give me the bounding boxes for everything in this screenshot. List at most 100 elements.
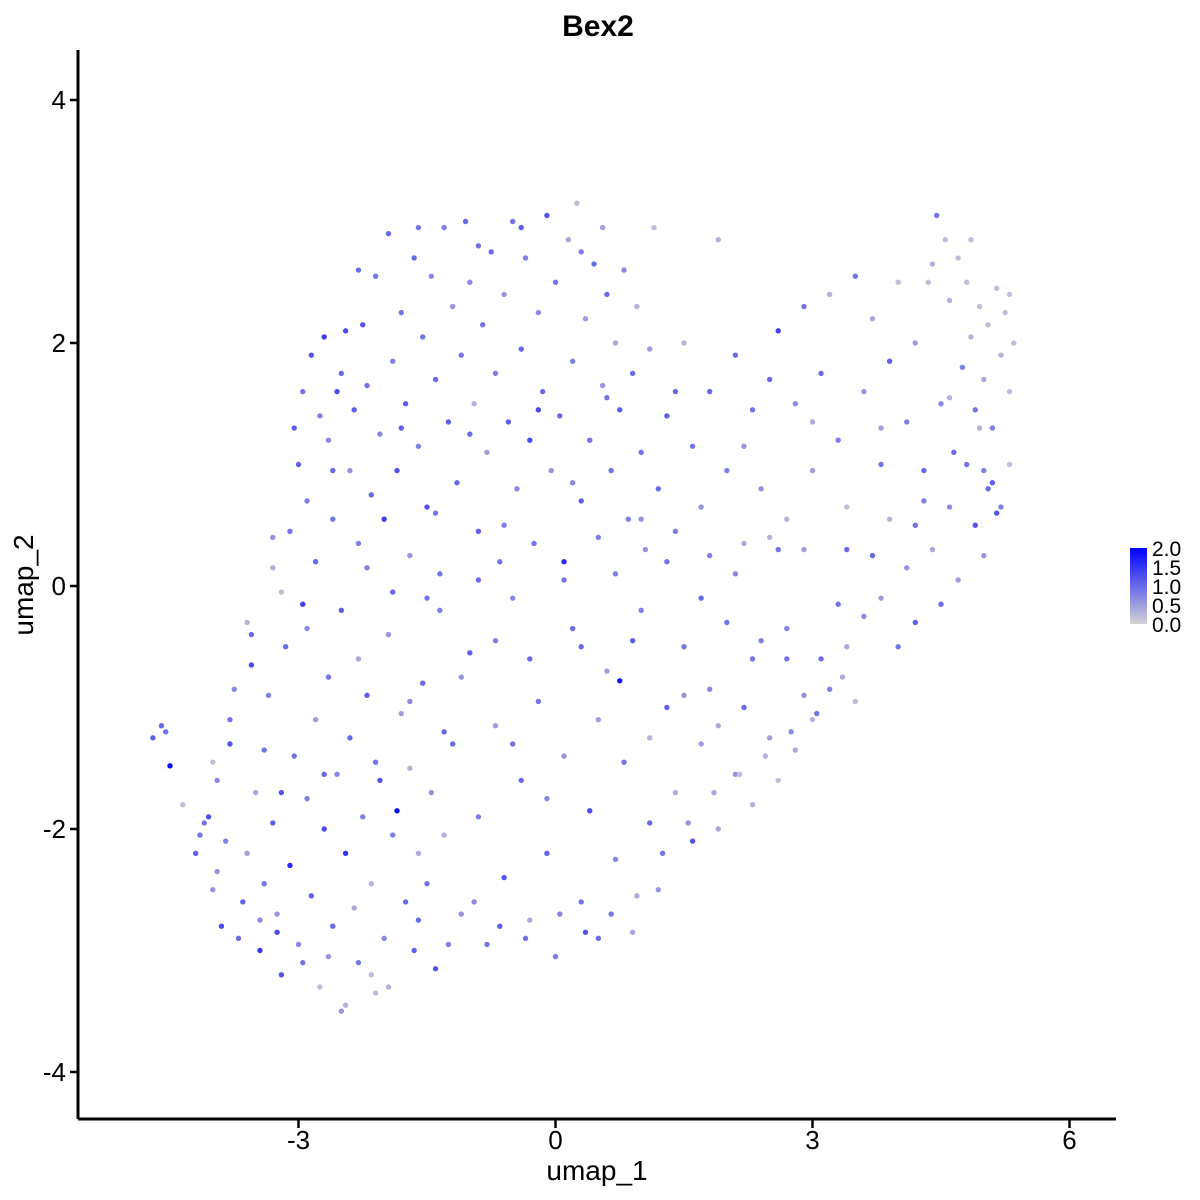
data-point (450, 303, 456, 310)
data-point (402, 401, 409, 407)
data-point (839, 674, 846, 680)
data-point (869, 316, 876, 322)
data-point (681, 340, 687, 346)
data-point (869, 552, 876, 559)
data-point (886, 358, 893, 364)
data-point (565, 237, 572, 243)
data-point (582, 929, 589, 935)
data-point (985, 322, 991, 328)
data-point (522, 255, 529, 261)
data-point (394, 467, 400, 474)
data-point (617, 678, 623, 684)
data-point (390, 358, 396, 364)
data-point (261, 880, 267, 887)
data-point (959, 364, 966, 370)
data-point (976, 303, 983, 310)
data-point (826, 686, 833, 692)
data-point (552, 279, 559, 285)
data-point (390, 832, 396, 838)
data-point (835, 601, 841, 607)
data-point (342, 328, 349, 334)
colorbar-tick-label: 1.5 (1152, 557, 1181, 580)
data-point (544, 795, 550, 802)
data-point (981, 467, 987, 474)
data-point (647, 820, 653, 826)
data-point (428, 273, 434, 279)
data-point (163, 729, 169, 735)
data-point (1006, 291, 1013, 298)
colorbar-tick-label: 0.5 (1152, 595, 1181, 618)
colorbar (1130, 548, 1147, 624)
data-point (964, 461, 970, 468)
data-point (454, 480, 460, 486)
data-point (561, 753, 567, 759)
data-point (715, 237, 721, 243)
data-point (762, 753, 769, 759)
data-point (557, 911, 563, 917)
data-point (479, 322, 486, 328)
data-point (707, 552, 713, 559)
data-point (415, 917, 422, 923)
data-point (711, 789, 717, 796)
data-point (934, 212, 940, 219)
data-point (231, 686, 237, 692)
data-point (766, 376, 773, 383)
data-point (985, 486, 991, 492)
data-point (321, 771, 327, 778)
data-point (814, 710, 820, 717)
data-point (342, 1002, 349, 1008)
data-point (621, 759, 627, 765)
colorbar-tick-label: 2.0 (1152, 538, 1181, 561)
data-point (895, 279, 901, 285)
data-point (291, 753, 297, 759)
data-point (561, 559, 567, 565)
data-point (360, 814, 366, 820)
data-point (801, 303, 807, 310)
y-tick-label: 4 (52, 85, 66, 115)
y-tick-label: 0 (52, 571, 66, 601)
data-point (330, 467, 336, 474)
data-point (360, 322, 366, 328)
data-point (993, 510, 1000, 516)
data-point (385, 631, 392, 638)
data-point (578, 644, 584, 650)
data-point (252, 789, 259, 796)
data-point (317, 413, 323, 419)
data-point (432, 376, 439, 383)
data-point (964, 279, 970, 285)
x-tick-label: 0 (548, 1125, 562, 1155)
data-point (372, 273, 379, 279)
data-point (818, 656, 824, 662)
data-point (441, 729, 447, 735)
data-point (638, 516, 644, 522)
data-point (535, 698, 542, 705)
data-point (321, 334, 327, 340)
data-point (595, 935, 602, 942)
data-point (390, 589, 396, 595)
data-point (509, 218, 516, 225)
data-point (475, 528, 482, 535)
data-point (946, 504, 953, 510)
data-point (981, 552, 987, 559)
data-point (411, 255, 417, 261)
data-point (809, 716, 816, 723)
data-point (929, 261, 936, 267)
data-point (535, 407, 542, 413)
data-point (724, 467, 730, 474)
data-point (338, 1008, 345, 1014)
data-point (394, 808, 400, 814)
data-point (257, 917, 263, 923)
data-point (929, 546, 936, 553)
data-point (844, 546, 850, 553)
data-point (955, 577, 961, 583)
data-point (167, 763, 173, 769)
data-point (385, 984, 392, 990)
data-point (368, 972, 375, 978)
data-point (561, 577, 567, 583)
data-point (197, 832, 203, 838)
data-point (300, 388, 306, 395)
data-point (784, 516, 790, 522)
data-point (282, 644, 289, 650)
data-point (604, 394, 610, 401)
data-point (938, 601, 944, 607)
